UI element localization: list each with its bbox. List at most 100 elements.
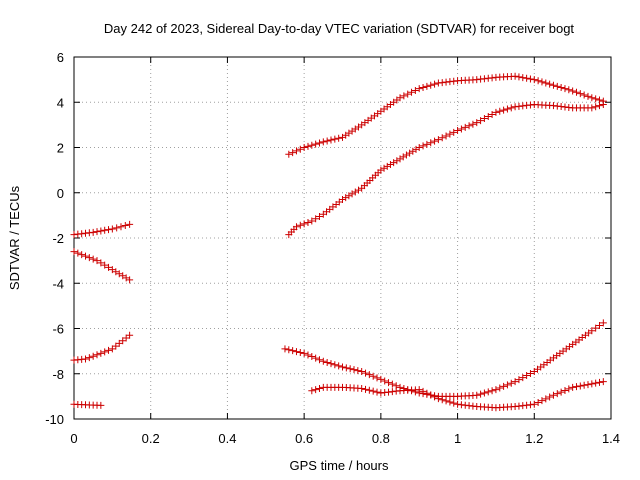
- data-point: [507, 104, 515, 112]
- data-point: [454, 127, 462, 135]
- x-axis-label: GPS time / hours: [290, 458, 389, 473]
- data-point: [400, 92, 408, 100]
- data-point: [438, 396, 446, 404]
- data-point: [530, 76, 538, 84]
- chart-title: Day 242 of 2023, Sidereal Day-to-day VTE…: [104, 21, 575, 36]
- data-point: [519, 74, 527, 82]
- data-point: [296, 221, 304, 229]
- data-point: [70, 248, 78, 256]
- x-tick-labels: 0 0.2 0.4 0.6 0.8 1 1.2 1.4: [70, 431, 620, 446]
- data-point: [595, 102, 603, 110]
- data-point: [549, 81, 557, 89]
- data-point: [496, 107, 504, 115]
- data-point: [569, 383, 577, 391]
- data-point: [427, 391, 435, 399]
- x-tick-label: 1.2: [525, 431, 543, 446]
- data-point: [312, 215, 320, 223]
- data-point: [595, 321, 603, 329]
- data-point: [511, 72, 519, 80]
- data-point: [74, 249, 82, 257]
- data-point: [588, 380, 596, 388]
- data-point: [362, 369, 370, 377]
- data-point: [565, 385, 573, 393]
- data-point: [339, 363, 346, 371]
- data-point: [390, 159, 398, 167]
- data-point: [526, 75, 534, 83]
- data-point: [411, 86, 419, 94]
- data-point: [358, 384, 366, 392]
- data-point: [473, 391, 481, 399]
- data-point: [281, 345, 289, 353]
- data-point: [406, 149, 414, 157]
- data-point: [312, 386, 320, 394]
- data-point: [465, 122, 473, 130]
- data-point: [369, 387, 377, 395]
- data-point: [473, 119, 481, 127]
- data-point: [373, 388, 381, 396]
- y-tick-label: -10: [45, 412, 64, 427]
- data-point: [599, 101, 607, 109]
- data-point: [386, 160, 394, 168]
- data-point: [434, 136, 442, 144]
- x-tick-label: 0.2: [142, 431, 160, 446]
- data-point: [289, 347, 297, 355]
- data-point: [296, 145, 304, 153]
- data-point: [101, 261, 109, 269]
- data-point: [327, 360, 335, 368]
- data-point: [503, 381, 511, 389]
- data-point: [561, 386, 569, 394]
- data-point: [519, 374, 527, 382]
- data-point: [446, 398, 454, 406]
- grid: [74, 57, 611, 419]
- data-point: [89, 228, 97, 236]
- data-point: [300, 220, 308, 228]
- data-point: [572, 383, 580, 391]
- data-point: [592, 379, 600, 387]
- data-point: [300, 349, 308, 357]
- data-point: [599, 319, 607, 327]
- data-point: [584, 92, 592, 100]
- y-tick-label: 2: [57, 141, 64, 156]
- data-point: [350, 366, 358, 374]
- data-point: [402, 151, 410, 159]
- data-point: [419, 142, 427, 150]
- data-point: [415, 144, 423, 151]
- data-point: [331, 361, 339, 369]
- data-point: [576, 90, 584, 98]
- data-point: [335, 362, 343, 370]
- data-point: [549, 391, 557, 399]
- data-point: [419, 387, 427, 395]
- data-point: [126, 276, 134, 284]
- data-point: [557, 388, 565, 396]
- data-point: [557, 84, 565, 92]
- data-point: [342, 194, 350, 202]
- data-point: [592, 95, 600, 103]
- data-point: [584, 381, 592, 389]
- y-tick-label: -2: [52, 231, 64, 246]
- y-tick-label: 4: [57, 95, 64, 110]
- data-point: [511, 378, 519, 386]
- data-point: [308, 217, 316, 225]
- y-tick-label: 0: [57, 186, 64, 201]
- data-point: [331, 135, 339, 143]
- data-point: [78, 251, 86, 259]
- y-tick-labels: -10 -8 -6 -4 -2 0 2 4 6: [45, 50, 64, 427]
- data-point: [323, 358, 331, 366]
- data-point: [126, 331, 134, 339]
- data-point: [542, 79, 550, 87]
- data-point: [530, 400, 538, 408]
- data-point: [450, 128, 458, 136]
- data-point: [561, 85, 569, 93]
- x-tick-label: 0: [70, 431, 77, 446]
- x-tick-label: 0.6: [295, 431, 313, 446]
- data-point: [503, 105, 511, 113]
- data-point: [572, 88, 580, 96]
- data-point: [101, 348, 109, 356]
- data-point: [315, 139, 323, 147]
- data-point: [595, 378, 603, 386]
- data-point: [385, 379, 393, 387]
- series-arc-5: [285, 72, 607, 158]
- data-point: [450, 399, 458, 407]
- data-point: [434, 395, 442, 403]
- series-arc-3: [70, 331, 134, 364]
